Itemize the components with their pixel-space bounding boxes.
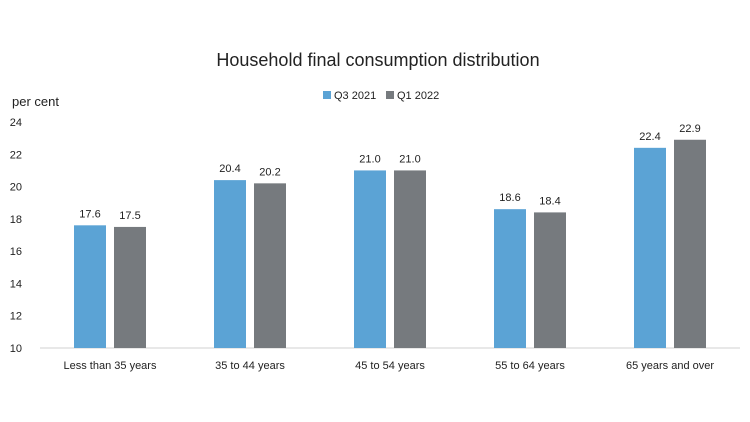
bar-q1-2022 <box>394 170 426 348</box>
data-label: 20.4 <box>219 163 240 175</box>
category-labels: Less than 35 years 35 to 44 years 45 to 54… <box>64 360 715 372</box>
category-label: 65 years and over <box>626 360 714 372</box>
y-tick-label: 14 <box>10 278 22 290</box>
bars <box>74 139 706 348</box>
data-label: 17.6 <box>79 208 100 220</box>
data-label: 22.4 <box>639 131 660 143</box>
y-tick-label: 16 <box>10 246 22 258</box>
y-tick-label: 10 <box>10 343 22 355</box>
data-label: 22.9 <box>679 123 700 135</box>
category-label: 55 to 64 years <box>495 360 565 372</box>
y-axis-ticks: 10 12 14 16 18 20 22 24 <box>10 117 22 355</box>
y-tick-label: 24 <box>10 117 22 129</box>
data-label: 20.2 <box>259 166 280 178</box>
y-tick-label: 18 <box>10 214 22 226</box>
bar-q1-2022 <box>534 212 566 348</box>
bar-q3-2021 <box>494 209 526 348</box>
data-labels: 17.6 17.5 20.4 20.2 21.0 21.0 18.6 18.4 22.4 22.9 <box>79 123 700 222</box>
bar-q1-2022 <box>254 183 286 348</box>
bar-q3-2021 <box>634 147 666 348</box>
bar-q3-2021 <box>214 180 246 348</box>
legend: Q3 2021 Q1 2022 <box>323 90 439 102</box>
legend-swatch <box>323 91 331 99</box>
category-label: Less than 35 years <box>64 360 157 372</box>
category-label: 35 to 44 years <box>215 360 285 372</box>
data-label: 21.0 <box>359 153 380 165</box>
data-label: 18.4 <box>539 195 560 207</box>
legend-label: Q3 2021 <box>334 90 376 102</box>
bar-q3-2021 <box>354 170 386 348</box>
y-tick-label: 22 <box>10 149 22 161</box>
y-tick-label: 20 <box>10 182 22 194</box>
y-axis-label: per cent <box>12 94 59 109</box>
y-tick-label: 12 <box>10 311 22 323</box>
legend-swatch <box>386 91 394 99</box>
bar-q1-2022 <box>674 139 706 348</box>
bar-q3-2021 <box>74 225 106 348</box>
data-label: 18.6 <box>499 192 520 204</box>
category-label: 45 to 54 years <box>355 360 425 372</box>
data-label: 17.5 <box>119 210 140 222</box>
data-label: 21.0 <box>399 153 420 165</box>
bar-q1-2022 <box>114 226 146 348</box>
legend-label: Q1 2022 <box>397 90 439 102</box>
chart-title: Household final consumption distribution <box>216 50 539 70</box>
